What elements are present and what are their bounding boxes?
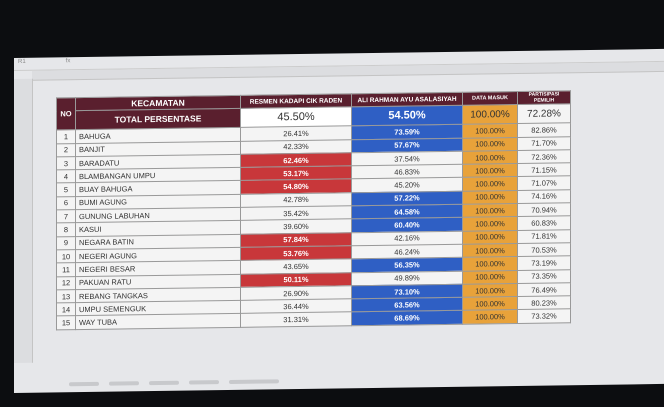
- row-no: 2: [56, 143, 76, 157]
- row-no: 6: [56, 196, 76, 210]
- partisipasi: 71.15%: [517, 162, 571, 177]
- data-masuk: 100.00%: [462, 230, 518, 245]
- partisipasi: 82.86%: [517, 123, 571, 138]
- row-no: 10: [56, 249, 76, 264]
- row-no: 14: [56, 302, 76, 317]
- data-masuk: 100.00%: [462, 256, 518, 271]
- partisipasi: 71.70%: [517, 136, 571, 151]
- data-masuk: 100.00%: [462, 309, 518, 324]
- row-no: 15: [56, 316, 76, 330]
- data-masuk: 100.00%: [462, 163, 518, 178]
- row-no: 1: [56, 129, 76, 144]
- data-masuk: 100.00%: [462, 283, 518, 298]
- row-no: 5: [56, 183, 76, 197]
- row-no: 11: [56, 262, 76, 277]
- data-masuk: 100.00%: [462, 123, 518, 138]
- cand2-pct: 68.69%: [351, 310, 463, 326]
- header-data-masuk: DATA MASUK: [462, 91, 518, 106]
- partisipasi: 60.83%: [517, 216, 571, 231]
- header-no: NO: [56, 97, 76, 131]
- data-masuk: 100.00%: [462, 137, 518, 152]
- partisipasi: 73.19%: [517, 255, 571, 271]
- partisipasi: 71.81%: [517, 229, 571, 244]
- sheet-tab[interactable]: [189, 380, 219, 385]
- data-masuk: 100.00%: [462, 203, 518, 218]
- total-data-masuk: 100.00%: [462, 104, 518, 125]
- sheet-tab[interactable]: [229, 379, 279, 384]
- total-partisipasi: 72.28%: [517, 104, 571, 124]
- data-masuk: 100.00%: [462, 243, 518, 258]
- data-masuk: 100.00%: [462, 176, 518, 192]
- cell-reference[interactable]: R1: [18, 58, 26, 65]
- row-no: 4: [56, 169, 76, 184]
- sheet-tabs[interactable]: [69, 379, 279, 387]
- sheet-tab[interactable]: [69, 381, 99, 387]
- partisipasi: 76.49%: [517, 282, 571, 297]
- data-masuk: 100.00%: [462, 150, 518, 165]
- kecamatan-name: WAY TUBA: [75, 313, 241, 330]
- partisipasi: 70.53%: [517, 242, 571, 257]
- total-label: TOTAL PERSENTASE: [75, 108, 241, 130]
- data-masuk: 100.00%: [462, 296, 518, 311]
- cand1-pct: 31.31%: [240, 312, 352, 328]
- partisipasi: 71.07%: [517, 176, 571, 191]
- header-partisipasi: PARTISIPASI PEMILIH: [517, 90, 571, 105]
- partisipasi: 73.35%: [517, 269, 571, 284]
- row-no: 9: [56, 236, 76, 250]
- partisipasi: 70.94%: [517, 202, 571, 217]
- fx-icon: fx: [65, 58, 71, 65]
- data-masuk: 100.00%: [462, 216, 518, 231]
- total-cand2: 54.50%: [351, 105, 463, 127]
- row-no: 12: [56, 276, 76, 290]
- row-no: 8: [56, 223, 76, 237]
- results-table: NO KECAMATAN RESMEN KADAPI CIK RADEN ALI…: [56, 90, 571, 330]
- row-no: 3: [56, 156, 76, 171]
- spreadsheet-window: R1 fx NO KECAMATAN RESMEN KADAPI CIK RADE…: [14, 48, 664, 393]
- total-cand1: 45.50%: [240, 107, 352, 128]
- partisipasi: 73.32%: [517, 309, 571, 324]
- row-no: 13: [56, 289, 76, 304]
- data-masuk: 100.00%: [462, 270, 518, 285]
- sheet-tab[interactable]: [149, 380, 179, 386]
- data-masuk: 100.00%: [462, 190, 518, 205]
- partisipasi: 74.16%: [517, 189, 571, 204]
- row-no: 7: [56, 209, 76, 224]
- sheet-tab[interactable]: [109, 381, 139, 386]
- row-headers[interactable]: [14, 78, 33, 364]
- partisipasi: 80.23%: [517, 295, 571, 310]
- partisipasi: 72.36%: [517, 149, 571, 164]
